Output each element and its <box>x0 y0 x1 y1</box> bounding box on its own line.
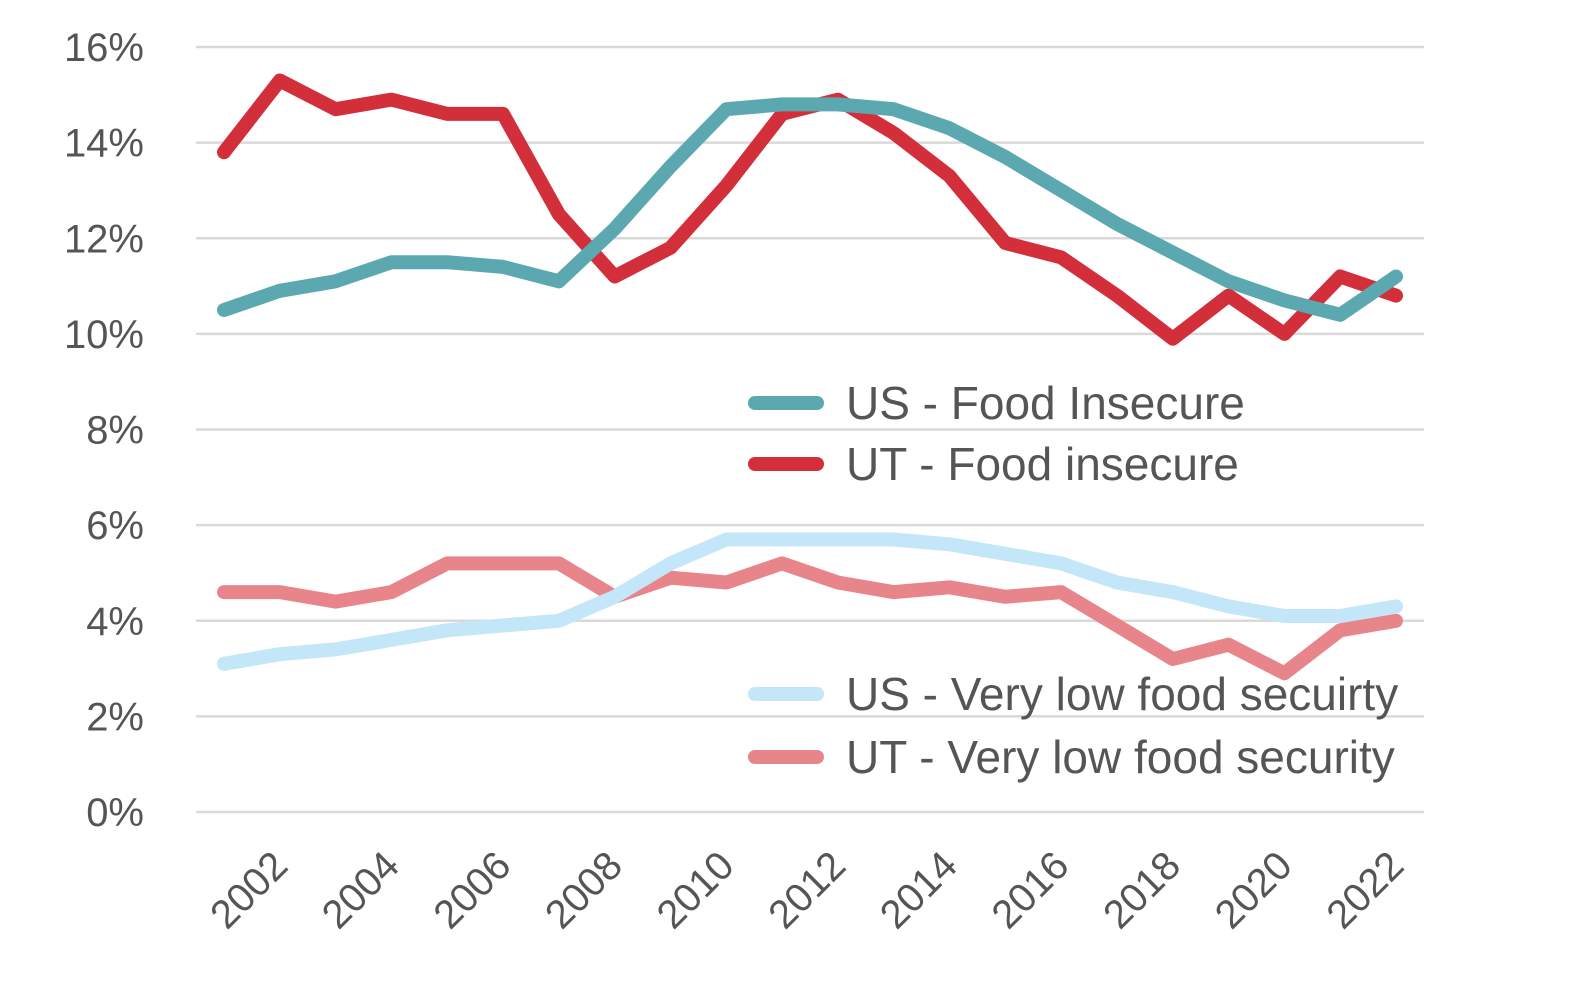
y-tick-label: 14% <box>64 122 144 166</box>
x-tick-label: 2002 <box>202 843 296 937</box>
y-tick-label: 0% <box>86 791 144 835</box>
y-tick-label: 6% <box>86 504 144 548</box>
series-line-ut-food-insecure <box>217 73 1403 346</box>
legend: US - Food Insecure UT - Food insecure US -… <box>748 377 1398 783</box>
y-tick-label: 16% <box>64 26 144 70</box>
y-tick-label: 2% <box>86 695 144 739</box>
legend-label: US - Food Insecure <box>846 377 1245 429</box>
x-tick-label: 2022 <box>1318 843 1412 937</box>
y-tick-label: 8% <box>86 409 144 453</box>
y-tick-label: 4% <box>86 600 144 644</box>
y-tick-label: 12% <box>64 217 144 261</box>
legend-label: US - Very low food secuirty <box>846 668 1398 720</box>
legend-label: UT - Food insecure <box>846 438 1239 490</box>
legend-label: UT - Very low food security <box>846 731 1395 783</box>
y-tick-label: 10% <box>64 313 144 357</box>
x-tick-label: 2004 <box>314 843 408 937</box>
series-line-us-very-low-food-secuirty <box>217 532 1403 671</box>
x-tick-label: 2018 <box>1095 843 1189 937</box>
x-tick-label: 2008 <box>537 843 631 937</box>
x-tick-label: 2016 <box>983 843 1077 937</box>
x-tick-label: 2012 <box>760 843 854 937</box>
x-tick-label: 2014 <box>872 843 966 937</box>
x-axis-tick-labels: 2002 2004 2006 2008 2010 2012 2014 2016 2018 2020… <box>202 843 1412 937</box>
y-axis-tick-labels: 0% 2% 4% 6% 8% 10% 12% 14% 16% <box>64 26 144 835</box>
series-line-ut-very-low-food-security <box>217 556 1403 681</box>
gridlines <box>196 45 1424 814</box>
series-line-us-food-insecure <box>217 97 1403 322</box>
x-tick-label: 2006 <box>425 843 519 937</box>
x-tick-label: 2010 <box>649 843 743 937</box>
x-tick-label: 2020 <box>1207 843 1301 937</box>
series-lines <box>217 73 1403 681</box>
